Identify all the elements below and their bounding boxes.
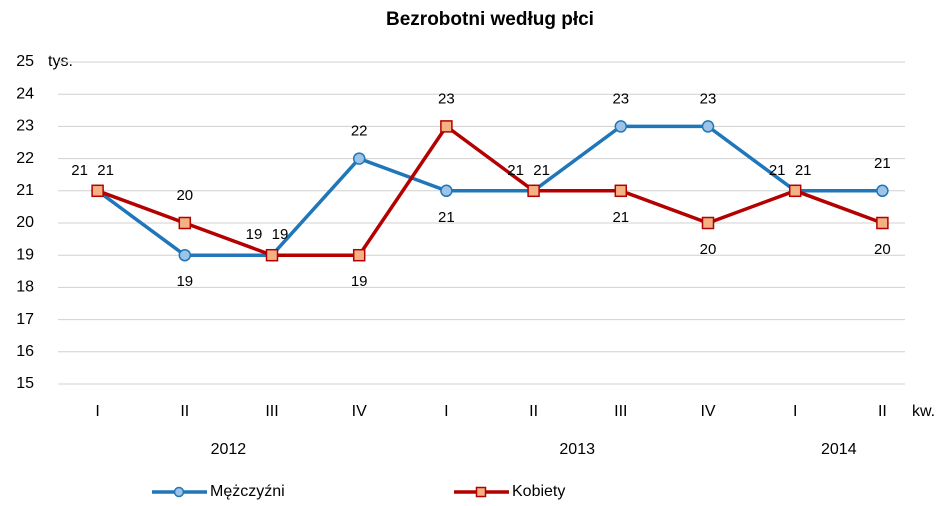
marker: [876, 184, 889, 198]
x-group-label: 2012: [211, 441, 247, 458]
marker: [614, 184, 628, 198]
series-line: [96, 123, 884, 257]
marker: [701, 120, 715, 133]
marker: [440, 184, 453, 198]
marker: [178, 248, 192, 262]
x-group-label: 2014: [821, 441, 857, 458]
legend-label: Mężczyźni: [210, 483, 285, 500]
y-tick-label: 18: [16, 279, 34, 296]
y-tick-label: 16: [16, 343, 34, 360]
data-label: 21: [612, 209, 629, 226]
series-line: [96, 124, 883, 257]
x-tick-label: III: [614, 403, 627, 420]
y-tick-label: 20: [16, 214, 34, 231]
x-unit: kw.: [912, 403, 935, 420]
marker: [352, 152, 366, 165]
x-tick-label: I: [793, 403, 797, 420]
data-label: 23: [700, 90, 717, 107]
marker: [701, 216, 715, 230]
y-tick-label: 25: [16, 53, 34, 70]
marker: [352, 248, 366, 262]
x-group-label: 2013: [559, 441, 595, 458]
data-label: 21: [507, 162, 524, 179]
y-tick-label: 21: [16, 182, 34, 199]
x-tick-label: IV: [352, 403, 367, 420]
data-label: 23: [438, 90, 455, 107]
data-label: 20: [700, 241, 717, 258]
data-label: 23: [612, 90, 629, 107]
marker: [440, 120, 453, 133]
data-label: 21: [769, 162, 786, 179]
marker: [614, 120, 628, 133]
y-tick-label: 24: [16, 85, 34, 102]
data-label: 21: [795, 162, 812, 179]
data-label: 19: [176, 273, 193, 290]
data-label: 21: [97, 162, 114, 179]
data-label: 19: [272, 226, 289, 243]
x-tick-label: IV: [700, 403, 715, 420]
marker: [788, 184, 802, 198]
data-label: 21: [71, 162, 88, 179]
marker: [876, 216, 889, 230]
data-label: 21: [533, 162, 550, 179]
data-label: 20: [176, 187, 193, 204]
data-label: 19: [246, 226, 263, 243]
legend-label: Kobiety: [512, 483, 565, 500]
y-tick-label: 22: [16, 150, 34, 167]
data-label: 19: [351, 273, 368, 290]
x-tick-label: III: [265, 403, 278, 420]
y-tick-label: 17: [16, 311, 34, 328]
y-tick-label: 23: [16, 118, 34, 135]
x-tick-label: II: [878, 403, 887, 420]
y-tick-label: 15: [16, 375, 34, 392]
x-tick-label: II: [529, 403, 538, 420]
y-tick-label: 19: [16, 246, 34, 263]
data-label: 22: [351, 123, 368, 140]
data-label: 21: [874, 155, 891, 172]
legend-marker: [475, 486, 487, 498]
chart-title: Bezrobotni według płci: [386, 9, 594, 30]
marker: [265, 248, 279, 262]
marker: [527, 184, 540, 198]
legend-marker: [173, 486, 185, 498]
x-tick-label: II: [180, 403, 189, 420]
data-label: 21: [438, 209, 455, 226]
marker: [178, 216, 192, 230]
x-tick-label: I: [444, 403, 448, 420]
marker: [91, 184, 104, 198]
x-tick-label: I: [95, 403, 99, 420]
data-label: 20: [874, 241, 891, 258]
